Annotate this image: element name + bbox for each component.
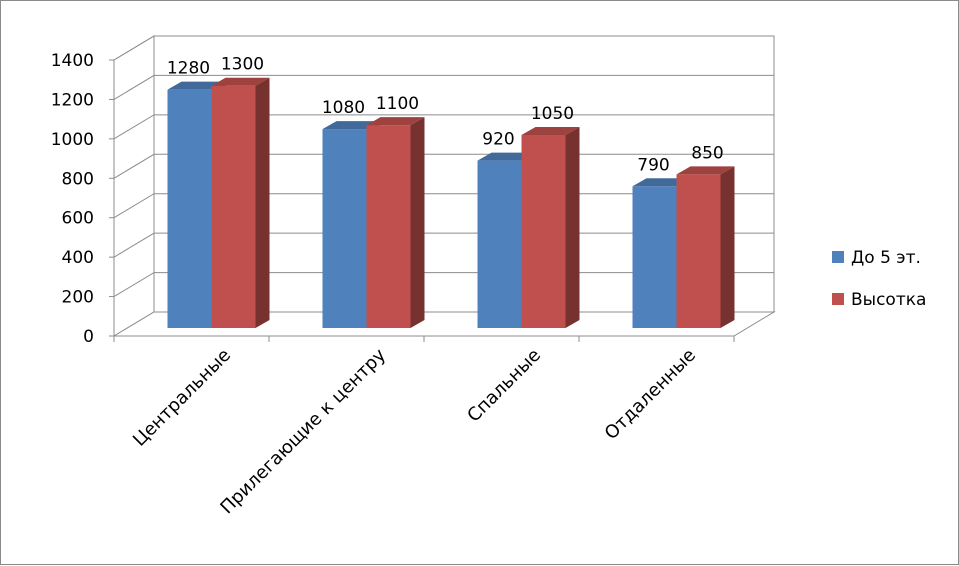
legend-swatch-1 (832, 251, 844, 263)
y-tick-label: 600 (62, 209, 94, 229)
data-label: 920 (482, 130, 514, 150)
bar-top-1 (477, 152, 536, 161)
x-category-label: Центральные (129, 345, 235, 451)
y-tick-label: 1000 (51, 130, 94, 150)
bar-front-2 (366, 125, 411, 329)
y-tick-label: 0 (83, 327, 94, 347)
data-label: 1100 (376, 94, 419, 114)
y-tick-label: 200 (62, 288, 94, 308)
x-category-label: Спальные (463, 345, 545, 427)
data-label: 1280 (167, 59, 210, 79)
data-label: 1300 (221, 55, 264, 75)
gridline (113, 35, 774, 61)
bar-top-2 (366, 117, 425, 126)
legend-entry-2: Высотка (851, 290, 926, 310)
data-label: 790 (637, 155, 669, 175)
legend-entry-1: До 5 эт. (851, 248, 921, 268)
data-label: 850 (691, 143, 723, 163)
bar-front-2 (211, 85, 256, 328)
x-category-label: Отдаленные (601, 345, 700, 444)
y-tick-label: 1400 (51, 51, 94, 71)
bar-front-1 (632, 186, 677, 328)
bar-side-2 (565, 127, 580, 328)
gridline (113, 74, 774, 100)
bar-side-2 (410, 117, 425, 329)
bar-front-2 (676, 174, 721, 328)
side-wall (113, 35, 155, 337)
y-tick-label: 1200 (51, 90, 94, 110)
bar-top-1 (167, 81, 226, 90)
bar-top-2 (521, 127, 580, 135)
legend-swatch-2 (832, 293, 844, 305)
bar-side-2 (720, 166, 735, 328)
y-tick-label: 800 (62, 169, 94, 189)
bar-top-1 (632, 178, 691, 187)
y-tick-label: 400 (62, 248, 94, 268)
bar-front-2 (521, 135, 566, 328)
bar-front-1 (322, 129, 367, 328)
data-label: 1080 (322, 98, 365, 118)
x-category-label: Прилегающие к центру (216, 344, 390, 518)
bar-front-1 (167, 89, 212, 329)
bar-front-1 (477, 160, 522, 328)
bar-top-2 (211, 77, 270, 86)
bar-top-1 (322, 121, 381, 130)
data-label: 1050 (531, 104, 574, 124)
bar-top-2 (676, 166, 735, 175)
bar-side-2 (255, 77, 270, 328)
gridline (113, 114, 774, 140)
